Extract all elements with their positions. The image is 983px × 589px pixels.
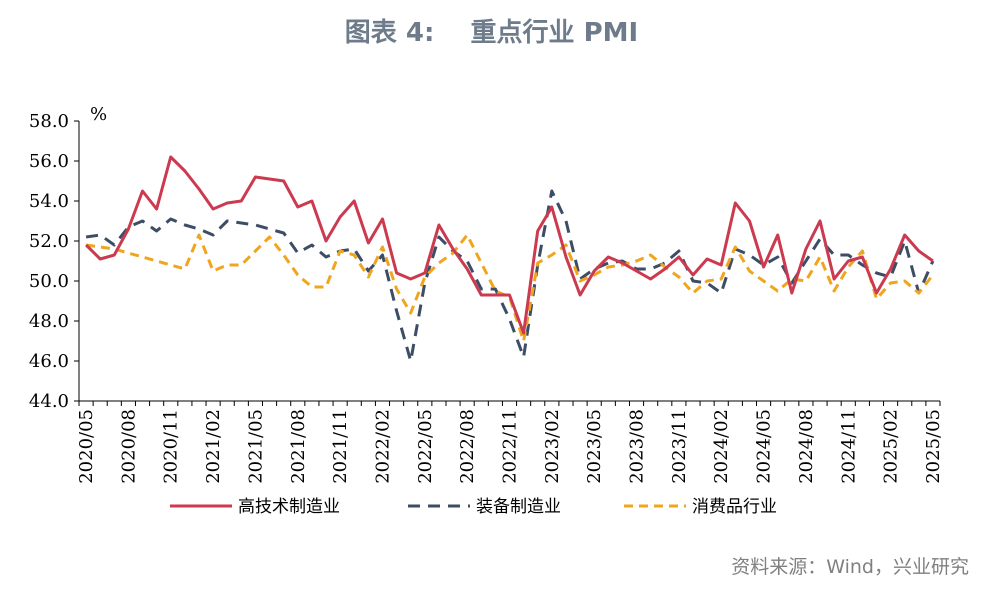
legend-label-2: 装备制造业 <box>476 497 561 517</box>
x-tick-label: 2021/11 <box>330 409 351 484</box>
x-axis: 2020/05 2020/08 2020/11 2021/02 2021/05 2021/… <box>76 400 944 484</box>
y-tick-label: 52.0 <box>29 231 69 252</box>
x-tick-label: 2020/08 <box>118 409 139 484</box>
x-tick-label: 2023/02 <box>542 409 563 484</box>
series-layer <box>85 155 935 363</box>
series-line-2 <box>85 189 935 363</box>
x-tick-label: 2022/02 <box>372 409 393 484</box>
legend-label-3: 消费品行业 <box>692 497 777 517</box>
x-tick-label: 2022/08 <box>457 409 478 484</box>
legend: 高技术制造业 装备制造业 消费品行业 <box>170 497 777 517</box>
chart-title: 图表 4: 重点行业 PMI <box>344 18 639 48</box>
y-tick-label: 50.0 <box>29 271 69 292</box>
y-unit-label: % <box>90 104 107 125</box>
source-note: 资料来源：Wind，兴业研究 <box>731 556 969 578</box>
x-tick-label: 2025/05 <box>923 409 944 484</box>
x-tick-label: 2023/05 <box>584 409 605 484</box>
x-tick-label: 2024/08 <box>796 409 817 484</box>
x-tick-label: 2021/08 <box>288 409 309 484</box>
x-tick-label: 2021/02 <box>203 409 224 484</box>
x-tick-label: 2020/05 <box>76 409 97 484</box>
x-tick-label: 2021/05 <box>245 409 266 484</box>
y-tick-label: 56.0 <box>29 151 69 172</box>
y-tick-label: 54.0 <box>29 191 69 212</box>
y-tick-label: 46.0 <box>29 351 69 372</box>
x-tick-label: 2022/05 <box>415 409 436 484</box>
y-axis: 44.0 46.0 48.0 50.0 52.0 54.0 56.0 58.0 <box>29 111 80 412</box>
y-tick-label: 48.0 <box>29 311 69 332</box>
series-line-1 <box>85 155 934 335</box>
x-tick-label: 2023/08 <box>627 409 648 484</box>
x-tick-label: 2022/11 <box>500 409 521 484</box>
x-tick-label: 2023/11 <box>669 409 690 484</box>
y-tick-label: 44.0 <box>29 391 69 412</box>
legend-label-1: 高技术制造业 <box>238 497 340 517</box>
y-tick-label: 58.0 <box>29 111 69 132</box>
x-tick-label: 2025/02 <box>881 409 902 484</box>
x-tick-label: 2020/11 <box>161 409 182 484</box>
x-tick-label: 2024/05 <box>754 409 775 484</box>
x-tick-label: 2024/11 <box>838 409 859 484</box>
x-tick-label: 2024/02 <box>711 409 732 484</box>
